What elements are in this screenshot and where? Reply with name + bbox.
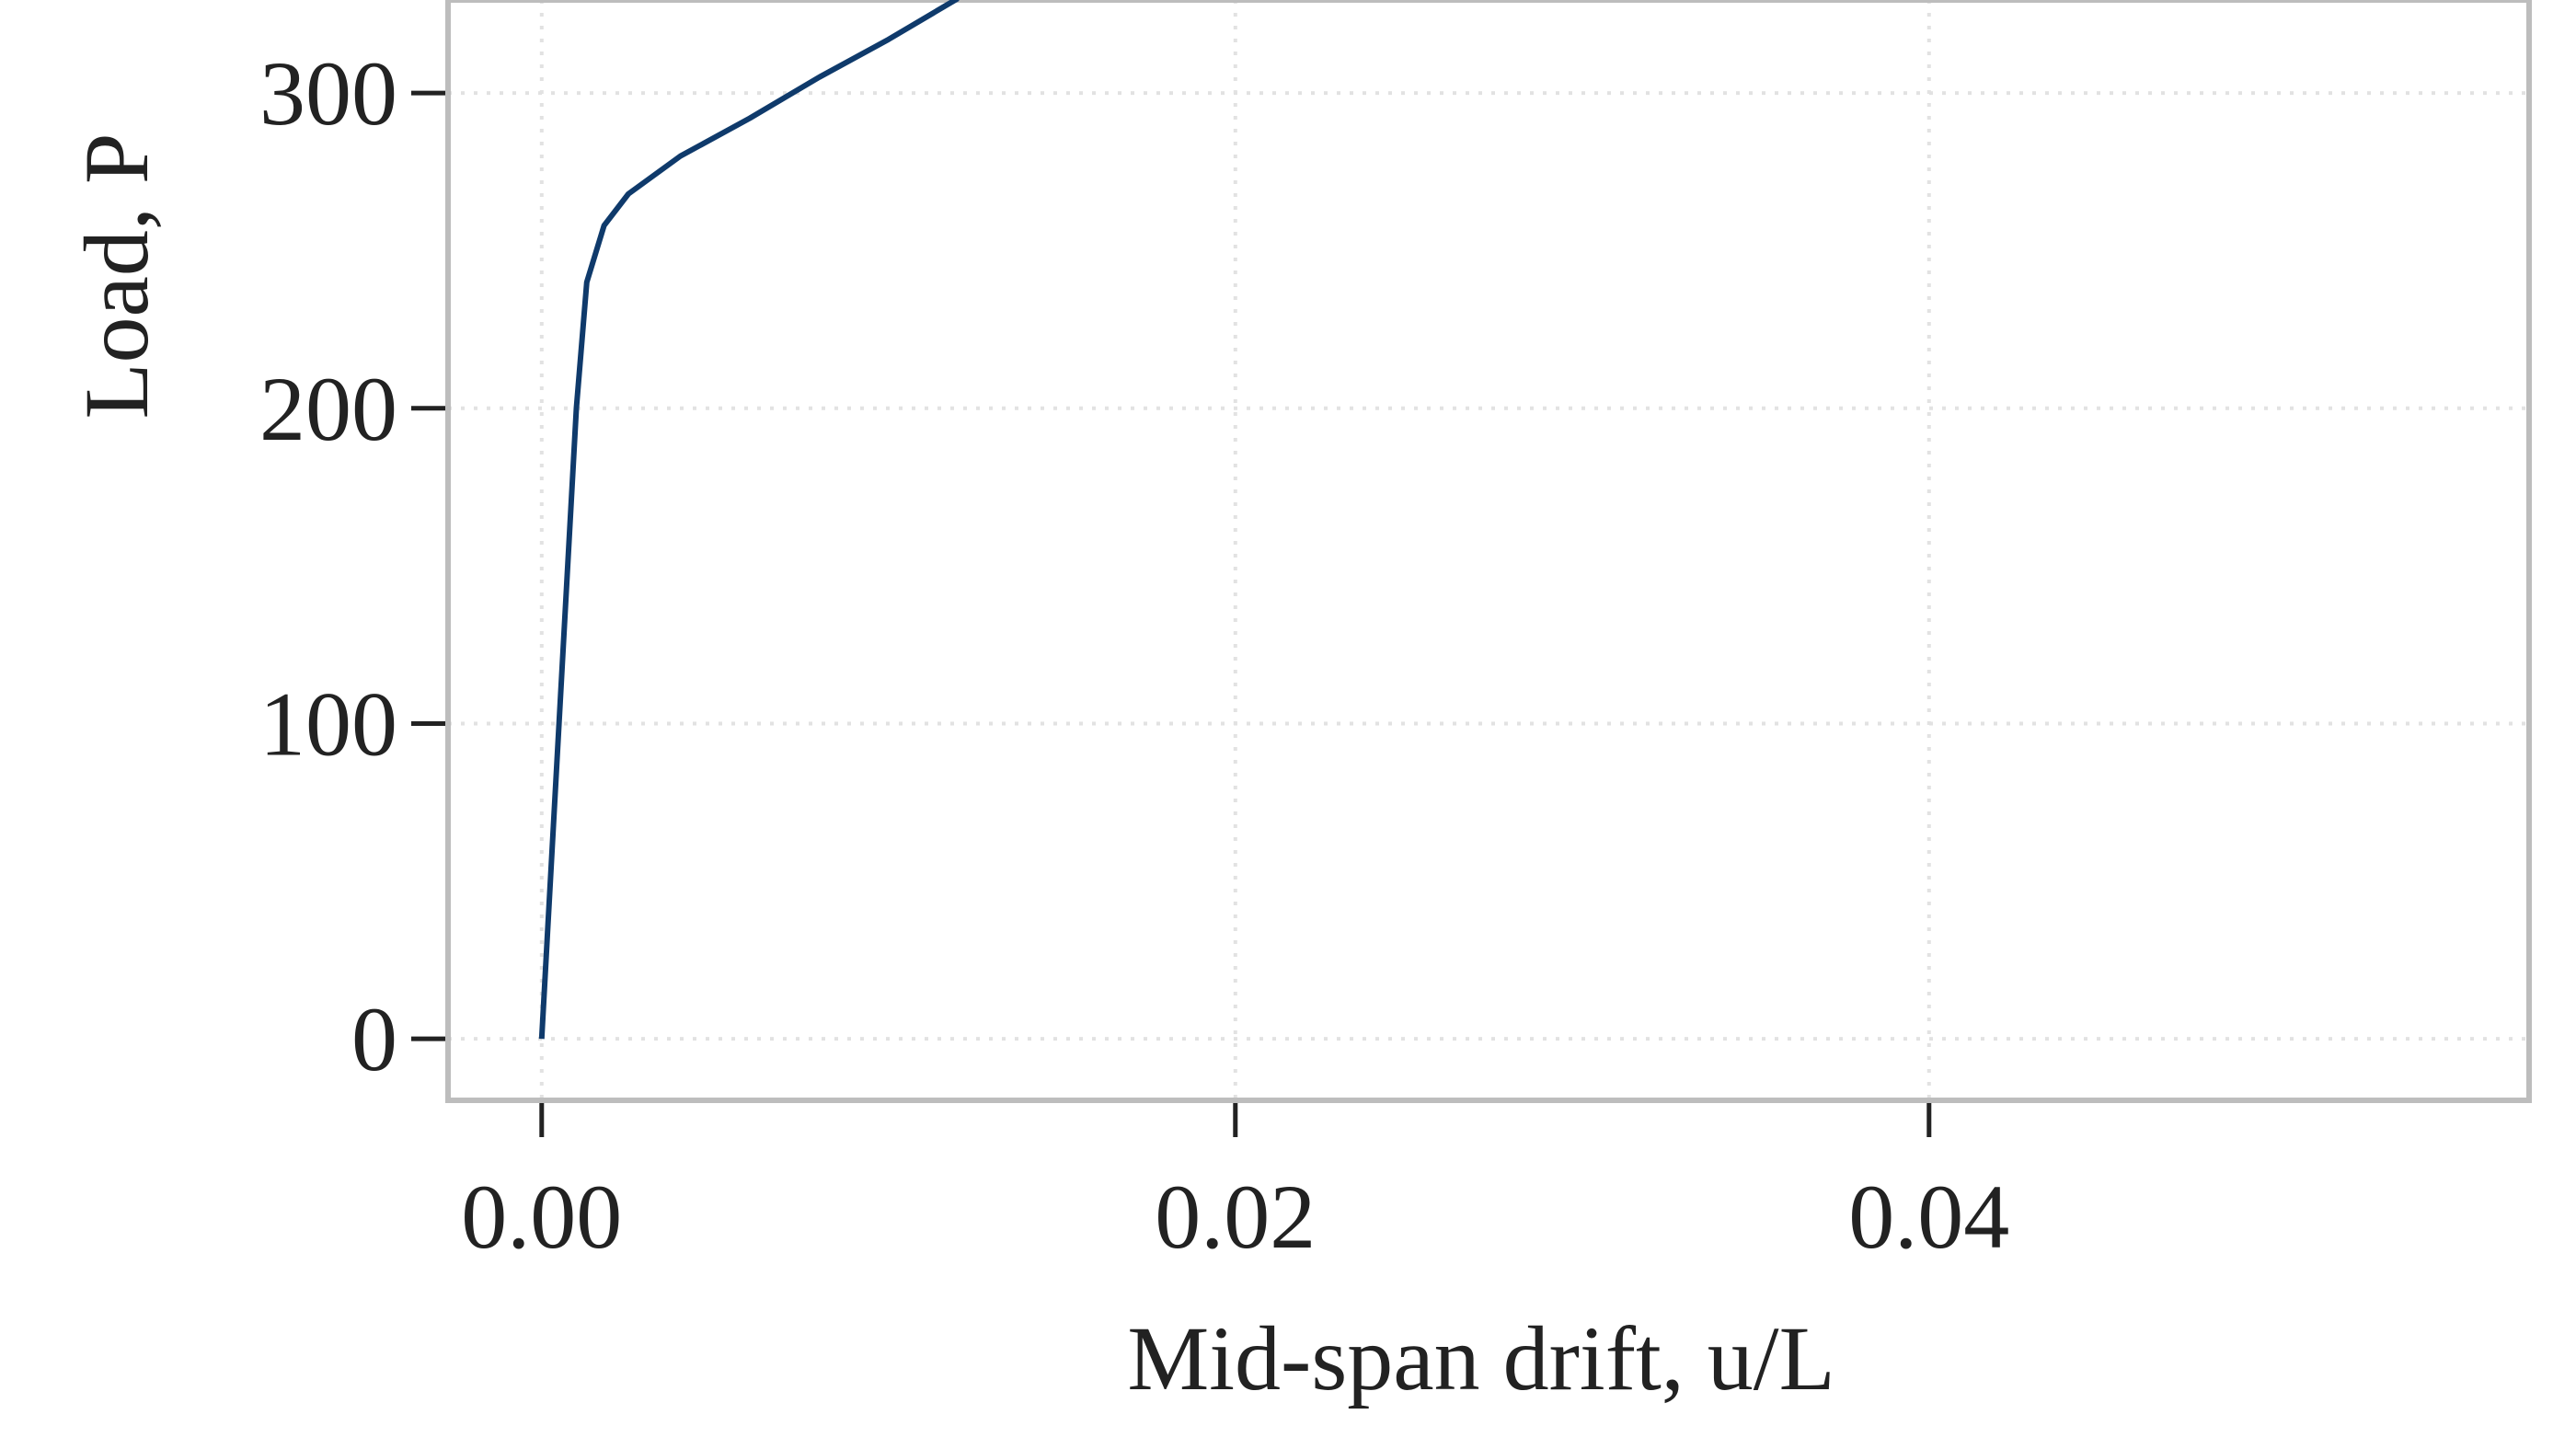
data-line [538, 0, 960, 1040]
x-tick-label: 0.04 [1848, 1166, 2009, 1268]
y-tick-label: 100 [259, 673, 397, 775]
y-axis-label: Load, P [65, 132, 167, 419]
x-axis-label: Mid-span drift, u/L [1127, 1307, 1834, 1409]
x-tick-label: 0.02 [1155, 1166, 1316, 1268]
y-tick-label: 0 [351, 988, 397, 1090]
x-tick-label: 0.00 [461, 1166, 622, 1268]
y-tick-label: 200 [259, 358, 397, 460]
plot-frame [445, 0, 2532, 1103]
y-tick-label: 300 [259, 42, 397, 144]
